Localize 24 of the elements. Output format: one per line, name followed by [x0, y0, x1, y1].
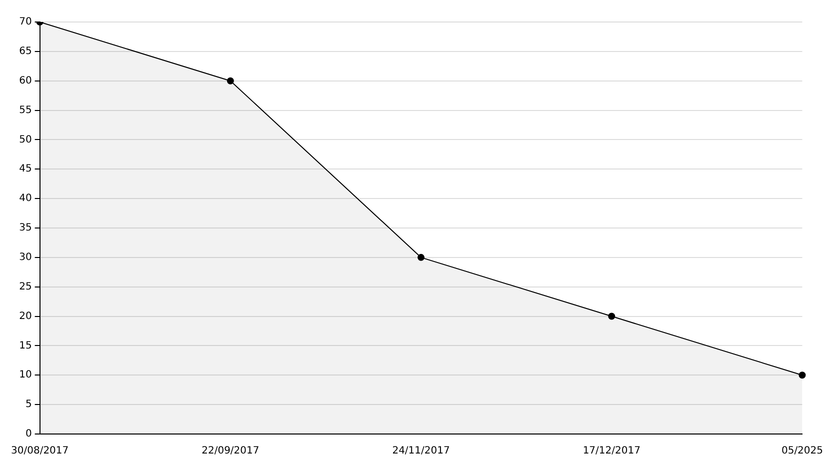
x-tick-label: 22/09/2017 [202, 446, 260, 457]
point [226, 77, 234, 84]
point [608, 312, 616, 320]
y-tick-label: 65 [19, 46, 32, 58]
x-tick-label: 17/12/2017 [582, 446, 640, 457]
x-tick-label: 30/08/2017 [11, 446, 69, 457]
y-tick-label: 30 [19, 252, 32, 264]
y-tick-label: 25 [19, 281, 32, 292]
y-tick-label: 55 [19, 104, 32, 116]
y-tick-label: 20 [19, 310, 32, 322]
y-tick-label: 10 [19, 370, 32, 381]
y-tick-label: 60 [19, 75, 32, 86]
y-tick-label: 50 [19, 134, 32, 146]
y-tick-label: 15 [19, 340, 32, 352]
y-tick-label: 35 [19, 222, 32, 234]
point [418, 254, 425, 261]
y-tick-label: 45 [19, 164, 32, 175]
x-tick-label: 05/2025 [781, 446, 823, 457]
y-tick-label: 0 [25, 428, 32, 440]
x-tick-label: 24/11/2017 [392, 446, 450, 457]
y-tick-label: 70 [19, 16, 32, 28]
y-tick-label: 5 [25, 399, 32, 410]
y-tick-label: 40 [19, 193, 32, 204]
point [798, 372, 806, 379]
